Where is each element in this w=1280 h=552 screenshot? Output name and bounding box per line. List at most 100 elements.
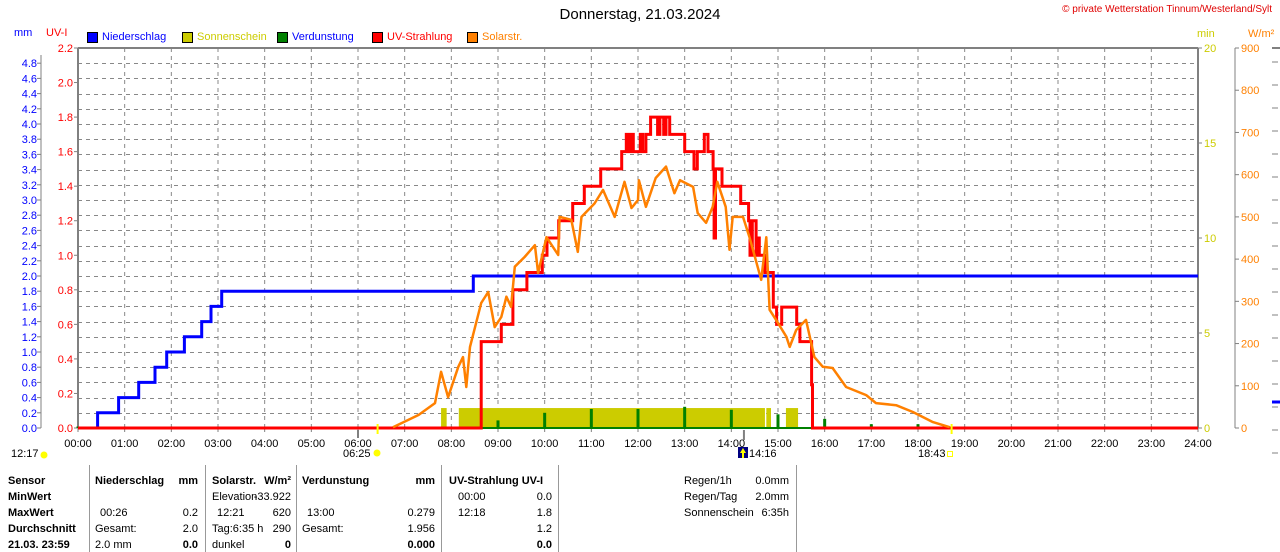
table-row-label: 21.03. 23:59 <box>8 539 70 551</box>
evaporation-spike <box>543 412 547 428</box>
solar-noon-arrow-icon <box>740 448 746 458</box>
table-cell-value: 290 <box>272 523 291 535</box>
mm-tick-label: 1.2 <box>22 332 37 344</box>
mm-tick-label: 0.8 <box>22 362 37 374</box>
x-tick-label: 23:00 <box>1138 438 1166 450</box>
table-cell-value: 1.956 <box>407 523 435 535</box>
mm-tick-label: 2.0 <box>22 271 37 283</box>
x-tick-label: 22:00 <box>1091 438 1119 450</box>
copyright-text: © private Wetterstation Tinnum/Westerlan… <box>1062 4 1272 15</box>
evaporation-spike <box>683 406 687 428</box>
sunshine-bar <box>785 408 799 428</box>
table-cell-value: 0.2 <box>182 507 198 519</box>
x-tick-label: 17:00 <box>858 438 886 450</box>
mm-tick-label: 4.2 <box>22 104 37 116</box>
uv-tick-label: 2.2 <box>58 43 73 55</box>
uv-tick-label: 1.2 <box>58 216 73 228</box>
uv-tick-label: 0.4 <box>58 354 73 366</box>
mm-tick-label: 1.4 <box>22 317 37 329</box>
sunshine-bar <box>766 408 771 428</box>
x-tick-label: 24:00 <box>1184 438 1212 450</box>
x-tick-label: 00:00 <box>64 438 92 450</box>
table-cell-value: 2.0 <box>182 523 198 535</box>
wm2-tick-label: 900 <box>1241 43 1259 55</box>
legend-swatch <box>277 31 288 43</box>
table-cell-value: 1.8 <box>536 507 552 519</box>
wm2-tick-label: 100 <box>1241 381 1259 393</box>
table-cell-value: 0 <box>284 539 291 551</box>
mm-axis-label: mm <box>14 27 32 39</box>
table-column-divider <box>796 465 797 552</box>
table-cell-value: 620 <box>272 507 291 519</box>
mm-tick-label: 1.6 <box>22 301 37 313</box>
summary-value: 2.0mm <box>755 491 789 503</box>
min-tick-label: 15 <box>1204 138 1216 150</box>
x-tick-label: 07:00 <box>391 438 419 450</box>
summary-value: 0.0mm <box>755 475 789 487</box>
legend-label: Sonnenschein <box>197 31 267 43</box>
solar-radiation-line <box>392 165 951 429</box>
wm2-tick-label: 700 <box>1241 127 1259 139</box>
legend-item: Verdunstung <box>277 31 354 43</box>
table-cell-value: 0.0 <box>536 539 552 551</box>
wm2-tick-label: 400 <box>1241 254 1259 266</box>
precipitation-line <box>78 274 1198 430</box>
table-column-divider <box>441 465 442 552</box>
evaporation-spike <box>729 409 733 428</box>
table-column-divider <box>89 465 90 552</box>
table-cell-label: dunkel <box>212 539 245 551</box>
mm-tick-label: 0.6 <box>22 377 37 389</box>
table-cell-value: 1.2 <box>536 523 552 535</box>
min-tick-label: 20 <box>1204 43 1216 55</box>
legend-swatch <box>87 31 98 43</box>
table-cell-value: W/m² <box>264 475 291 487</box>
table-row-label: Durchschnitt <box>8 523 76 535</box>
legend-item: Solarstr. <box>467 31 522 43</box>
table-cell-label: Verdunstung <box>302 475 370 487</box>
table-cell-label: Solarstr. <box>212 475 257 487</box>
mm-tick-label: 0.2 <box>22 408 37 420</box>
table-cell-label: Niederschlag <box>95 475 165 487</box>
evaporation-spike <box>776 414 780 428</box>
uv-tick-label: 2.0 <box>58 78 73 90</box>
x-tick-label: 06:00 <box>344 438 372 450</box>
sunset-label: 18:43 <box>918 448 946 460</box>
sunrise-label: 06:25 <box>343 448 371 460</box>
legend-item: Sonnenschein <box>182 31 267 43</box>
uv-tick-label: 0.6 <box>58 319 73 331</box>
mm-tick-label: 1.8 <box>22 286 37 298</box>
table-column-divider <box>296 465 297 552</box>
legend-swatch <box>467 31 478 43</box>
table-cell-label: UV-Strahlung UV-I <box>449 475 544 487</box>
x-tick-label: 18:00 <box>904 438 932 450</box>
mm-tick-label: 3.8 <box>22 134 37 146</box>
uv-tick-label: 0.0 <box>58 423 73 435</box>
uv-axis-label: UV-I <box>46 27 67 39</box>
x-tick-label: 05:00 <box>298 438 326 450</box>
sunrise-sun-icon <box>373 449 381 457</box>
x-tick-label: 04:00 <box>251 438 279 450</box>
legend-swatch <box>372 31 383 43</box>
min-tick-label: 5 <box>1204 328 1210 340</box>
uv-tick-label: 1.8 <box>58 112 73 124</box>
wm2-tick-label: 600 <box>1241 170 1259 182</box>
x-tick-label: 15:00 <box>764 438 792 450</box>
evaporation-spike <box>496 420 500 428</box>
mm-tick-label: 4.6 <box>22 73 37 85</box>
legend-label: Verdunstung <box>292 31 354 43</box>
mm-tick-label: 4.0 <box>22 119 37 131</box>
x-tick-label: 03:00 <box>204 438 232 450</box>
wm2-tick-label: 300 <box>1241 296 1259 308</box>
table-row-label: MaxWert <box>8 507 54 519</box>
x-tick-label: 01:00 <box>111 438 139 450</box>
evaporation-spike <box>636 409 640 428</box>
table-row-label: Sensor <box>8 475 46 487</box>
min-tick-label: 0 <box>1204 423 1210 435</box>
x-tick-label: 12:00 <box>624 438 652 450</box>
x-tick-label: 02:00 <box>158 438 186 450</box>
mm-tick-label: 2.6 <box>22 225 37 237</box>
min-tick-label: 10 <box>1204 233 1216 245</box>
table-cell-label: 13:00 <box>307 507 335 519</box>
table-cell-label: 00:26 <box>100 507 128 519</box>
sunshine-bar <box>441 408 447 428</box>
